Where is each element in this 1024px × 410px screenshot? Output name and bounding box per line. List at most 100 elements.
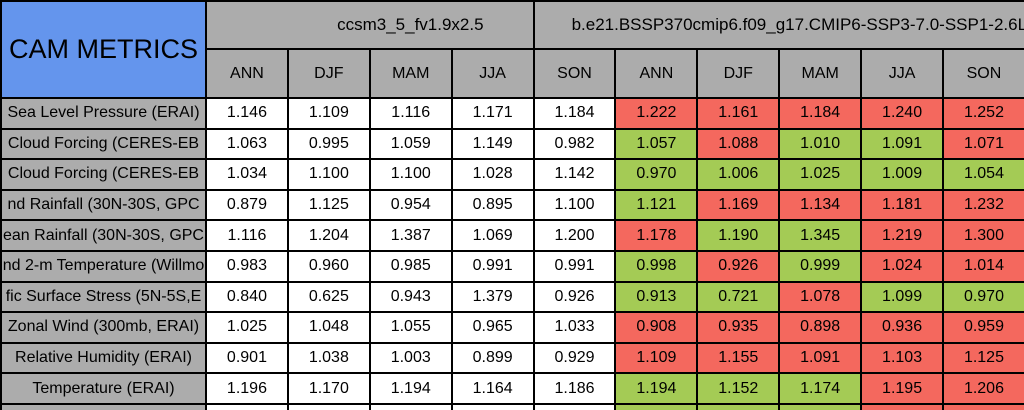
model2-value: 1.024: [860, 249, 943, 281]
model1-value: 1.063: [205, 127, 287, 159]
season-header-djf: DJF: [696, 48, 779, 97]
model2-value: 1.014: [942, 249, 1024, 281]
partial-row-cell: [696, 402, 779, 410]
model2-value: 1.057: [614, 127, 697, 159]
partial-row-cell: [205, 402, 287, 410]
model2-value: 1.194: [614, 372, 697, 403]
model2-value: 1.219: [860, 219, 943, 250]
partial-row-cell: [778, 402, 861, 410]
model1-value: 0.954: [368, 188, 451, 220]
model2-value: 1.134: [778, 188, 861, 220]
table-title: CAM METRICS: [0, 0, 205, 97]
model1-value: 0.983: [205, 249, 287, 281]
model1-header: ccsm3_5_fv1.9x2.5: [205, 0, 533, 48]
metric-label: Sea Level Pressure (ERAI): [0, 97, 205, 128]
model1-value: 0.960: [286, 249, 369, 281]
model2-value: 1.091: [860, 127, 943, 159]
model2-value: 0.936: [860, 311, 943, 342]
season-header-djf: DJF: [286, 48, 369, 97]
model2-value: 1.206: [942, 372, 1024, 403]
model2-value: 0.926: [696, 249, 779, 281]
model1-value: 1.142: [532, 158, 615, 189]
metric-label: Cloud Forcing (CERES-EB: [0, 127, 205, 159]
partial-row-cell: [368, 402, 451, 410]
model1-value: 0.901: [205, 341, 287, 373]
model1-value: 0.929: [532, 341, 615, 373]
model1-value: 1.170: [286, 372, 369, 403]
partial-row-cell: [614, 402, 697, 410]
model1-value: 1.186: [532, 372, 615, 403]
metric-label: ean Rainfall (30N-30S, GPC: [0, 219, 205, 250]
model1-value: 1.171: [450, 97, 533, 128]
partial-row-cell: [942, 402, 1024, 410]
model1-value: 1.003: [368, 341, 451, 373]
model1-value: 1.387: [368, 219, 451, 250]
model2-value: 0.908: [614, 311, 697, 342]
model1-value: 0.965: [450, 311, 533, 342]
partial-row-cell: [450, 402, 533, 410]
model1-value: 1.033: [532, 311, 615, 342]
model2-header: b.e21.BSSP370cmip6.f09_g17.CMIP6-SSP3-7.…: [532, 0, 1024, 48]
model2-value: 1.088: [696, 127, 779, 159]
model1-value: 1.146: [205, 97, 287, 128]
season-header-ann: ANN: [205, 48, 287, 97]
model2-value: 1.071: [942, 127, 1024, 159]
partial-row-cell: [286, 402, 369, 410]
model2-value: 1.178: [614, 219, 697, 250]
model1-value: 1.100: [532, 188, 615, 220]
metric-label: Cloud Forcing (CERES-EB: [0, 158, 205, 189]
metric-label: nd Rainfall (30N-30S, GPC: [0, 188, 205, 220]
model2-value: 0.898: [778, 311, 861, 342]
metric-label: Temperature (ERAI): [0, 372, 205, 403]
model2-value: 0.970: [614, 158, 697, 189]
model2-value: 1.240: [860, 97, 943, 128]
season-header-jja: JJA: [860, 48, 943, 97]
model2-value: 1.300: [942, 219, 1024, 250]
model1-value: 0.991: [532, 249, 615, 281]
model1-value: 1.028: [450, 158, 533, 189]
model2-value: 1.174: [778, 372, 861, 403]
model1-value: 0.943: [368, 280, 451, 312]
model1-value: 0.995: [286, 127, 369, 159]
model2-value: 1.121: [614, 188, 697, 220]
metric-label: Zonal Wind (300mb, ERAI): [0, 311, 205, 342]
model1-value: 1.379: [450, 280, 533, 312]
model2-value: 1.010: [778, 127, 861, 159]
model2-value: 1.190: [696, 219, 779, 250]
model2-value: 1.025: [778, 158, 861, 189]
model2-value: 1.232: [942, 188, 1024, 220]
model2-value: 1.091: [778, 341, 861, 373]
model2-value: 1.161: [696, 97, 779, 128]
model2-value: 1.078: [778, 280, 861, 312]
model2-value: 1.184: [778, 97, 861, 128]
model2-value: 1.009: [860, 158, 943, 189]
model2-value: 1.109: [614, 341, 697, 373]
model2-value: 1.054: [942, 158, 1024, 189]
season-header-mam: MAM: [778, 48, 861, 97]
model1-value: 1.116: [205, 219, 287, 250]
model1-value: 0.991: [450, 249, 533, 281]
model1-value: 0.982: [532, 127, 615, 159]
model2-value: 1.169: [696, 188, 779, 220]
model2-value: 1.195: [860, 372, 943, 403]
season-header-son: SON: [942, 48, 1024, 97]
model2-value: 1.252: [942, 97, 1024, 128]
model1-value: 1.184: [532, 97, 615, 128]
model1-value: 0.840: [205, 280, 287, 312]
model1-value: 0.899: [450, 341, 533, 373]
season-header-mam: MAM: [368, 48, 451, 97]
metric-label: Relative Humidity (ERAI): [0, 341, 205, 373]
model2-value: 0.998: [614, 249, 697, 281]
model1-value: 0.625: [286, 280, 369, 312]
model2-value: 0.970: [942, 280, 1024, 312]
model2-value: 1.006: [696, 158, 779, 189]
model1-value: 1.125: [286, 188, 369, 220]
model1-value: 1.069: [450, 219, 533, 250]
metric-label: fic Surface Stress (5N-5S,E: [0, 280, 205, 312]
season-header-ann: ANN: [614, 48, 697, 97]
model1-value: 1.116: [368, 97, 451, 128]
model1-value: 1.059: [368, 127, 451, 159]
model1-value: 1.038: [286, 341, 369, 373]
model2-value: 0.913: [614, 280, 697, 312]
